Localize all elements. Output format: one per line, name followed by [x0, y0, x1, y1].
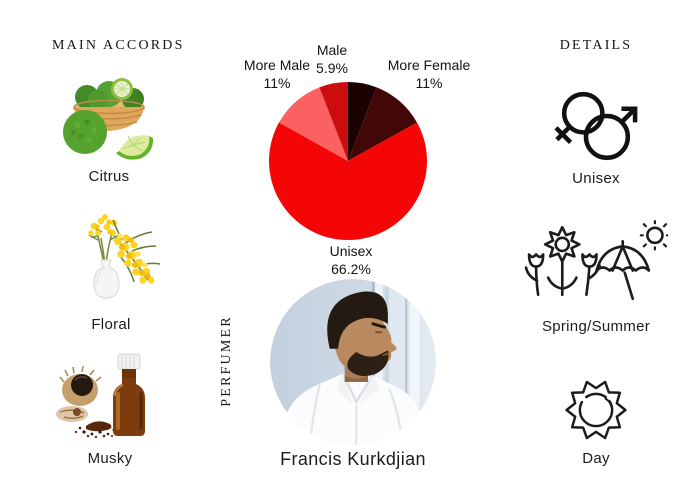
detail-label-spring-summer: Spring/Summer [541, 318, 651, 335]
citrus-accord-image [57, 70, 161, 166]
pie-label-more-female-name: More Female [387, 57, 471, 73]
pie-label-more-male-name: More Male [243, 57, 311, 73]
gender-symbols-illustration [554, 91, 638, 161]
musky-accord-image [52, 348, 156, 446]
pie-label-unisex-name: Unisex [329, 243, 373, 259]
pie-slice-more-male [279, 87, 348, 161]
pie-chart [269, 82, 427, 240]
floral-accord-image [58, 210, 164, 308]
pie-label-more-female-pct: 11% [415, 74, 443, 91]
main-accords-title: MAIN ACCORDS [52, 38, 185, 53]
pie-label-more-female: More Female 11% [381, 57, 477, 93]
unisex-gender-icon [549, 86, 643, 166]
musk-illustration [56, 353, 145, 439]
flowers-umbrella-sun-illustration [524, 220, 668, 301]
accord-label-floral: Floral [91, 316, 131, 333]
day-sun-icon [558, 372, 634, 448]
detail-label-unisex: Unisex [572, 170, 620, 187]
pie-slice-unlabeled [348, 82, 377, 161]
accord-label-musky: Musky [87, 450, 133, 467]
pie-label-male-pct: 5.9% [316, 59, 348, 76]
details-title: DETAILS [559, 38, 633, 53]
perfumer-name: Francis Kurkdjian [280, 449, 426, 469]
pie-label-unisex: Unisex 66.2% [303, 243, 399, 279]
perfumer-section-title: PERFUMER [219, 315, 234, 407]
pie-slice-more-female [348, 87, 417, 161]
pie-label-unisex-pct: 66.2% [331, 260, 371, 277]
detail-label-day: Day [582, 450, 610, 467]
spring-summer-icon [522, 220, 668, 306]
pie-label-male: Male 5.9% [284, 42, 380, 78]
sun-illustration [565, 380, 627, 440]
perfumer-photo [270, 279, 436, 445]
perfumer-portrait-illustration [270, 279, 436, 445]
bergamot-illustration [63, 78, 154, 160]
pie-label-more-male-pct: 11% [263, 74, 291, 91]
pie-label-more-male: More Male 11% [229, 57, 325, 93]
pie-label-male-name: Male [316, 42, 348, 58]
accord-label-citrus: Citrus [88, 168, 130, 185]
mimosa-illustration [88, 214, 161, 299]
pie-slice-unisex [269, 122, 427, 240]
pie-slice-male [319, 82, 348, 161]
